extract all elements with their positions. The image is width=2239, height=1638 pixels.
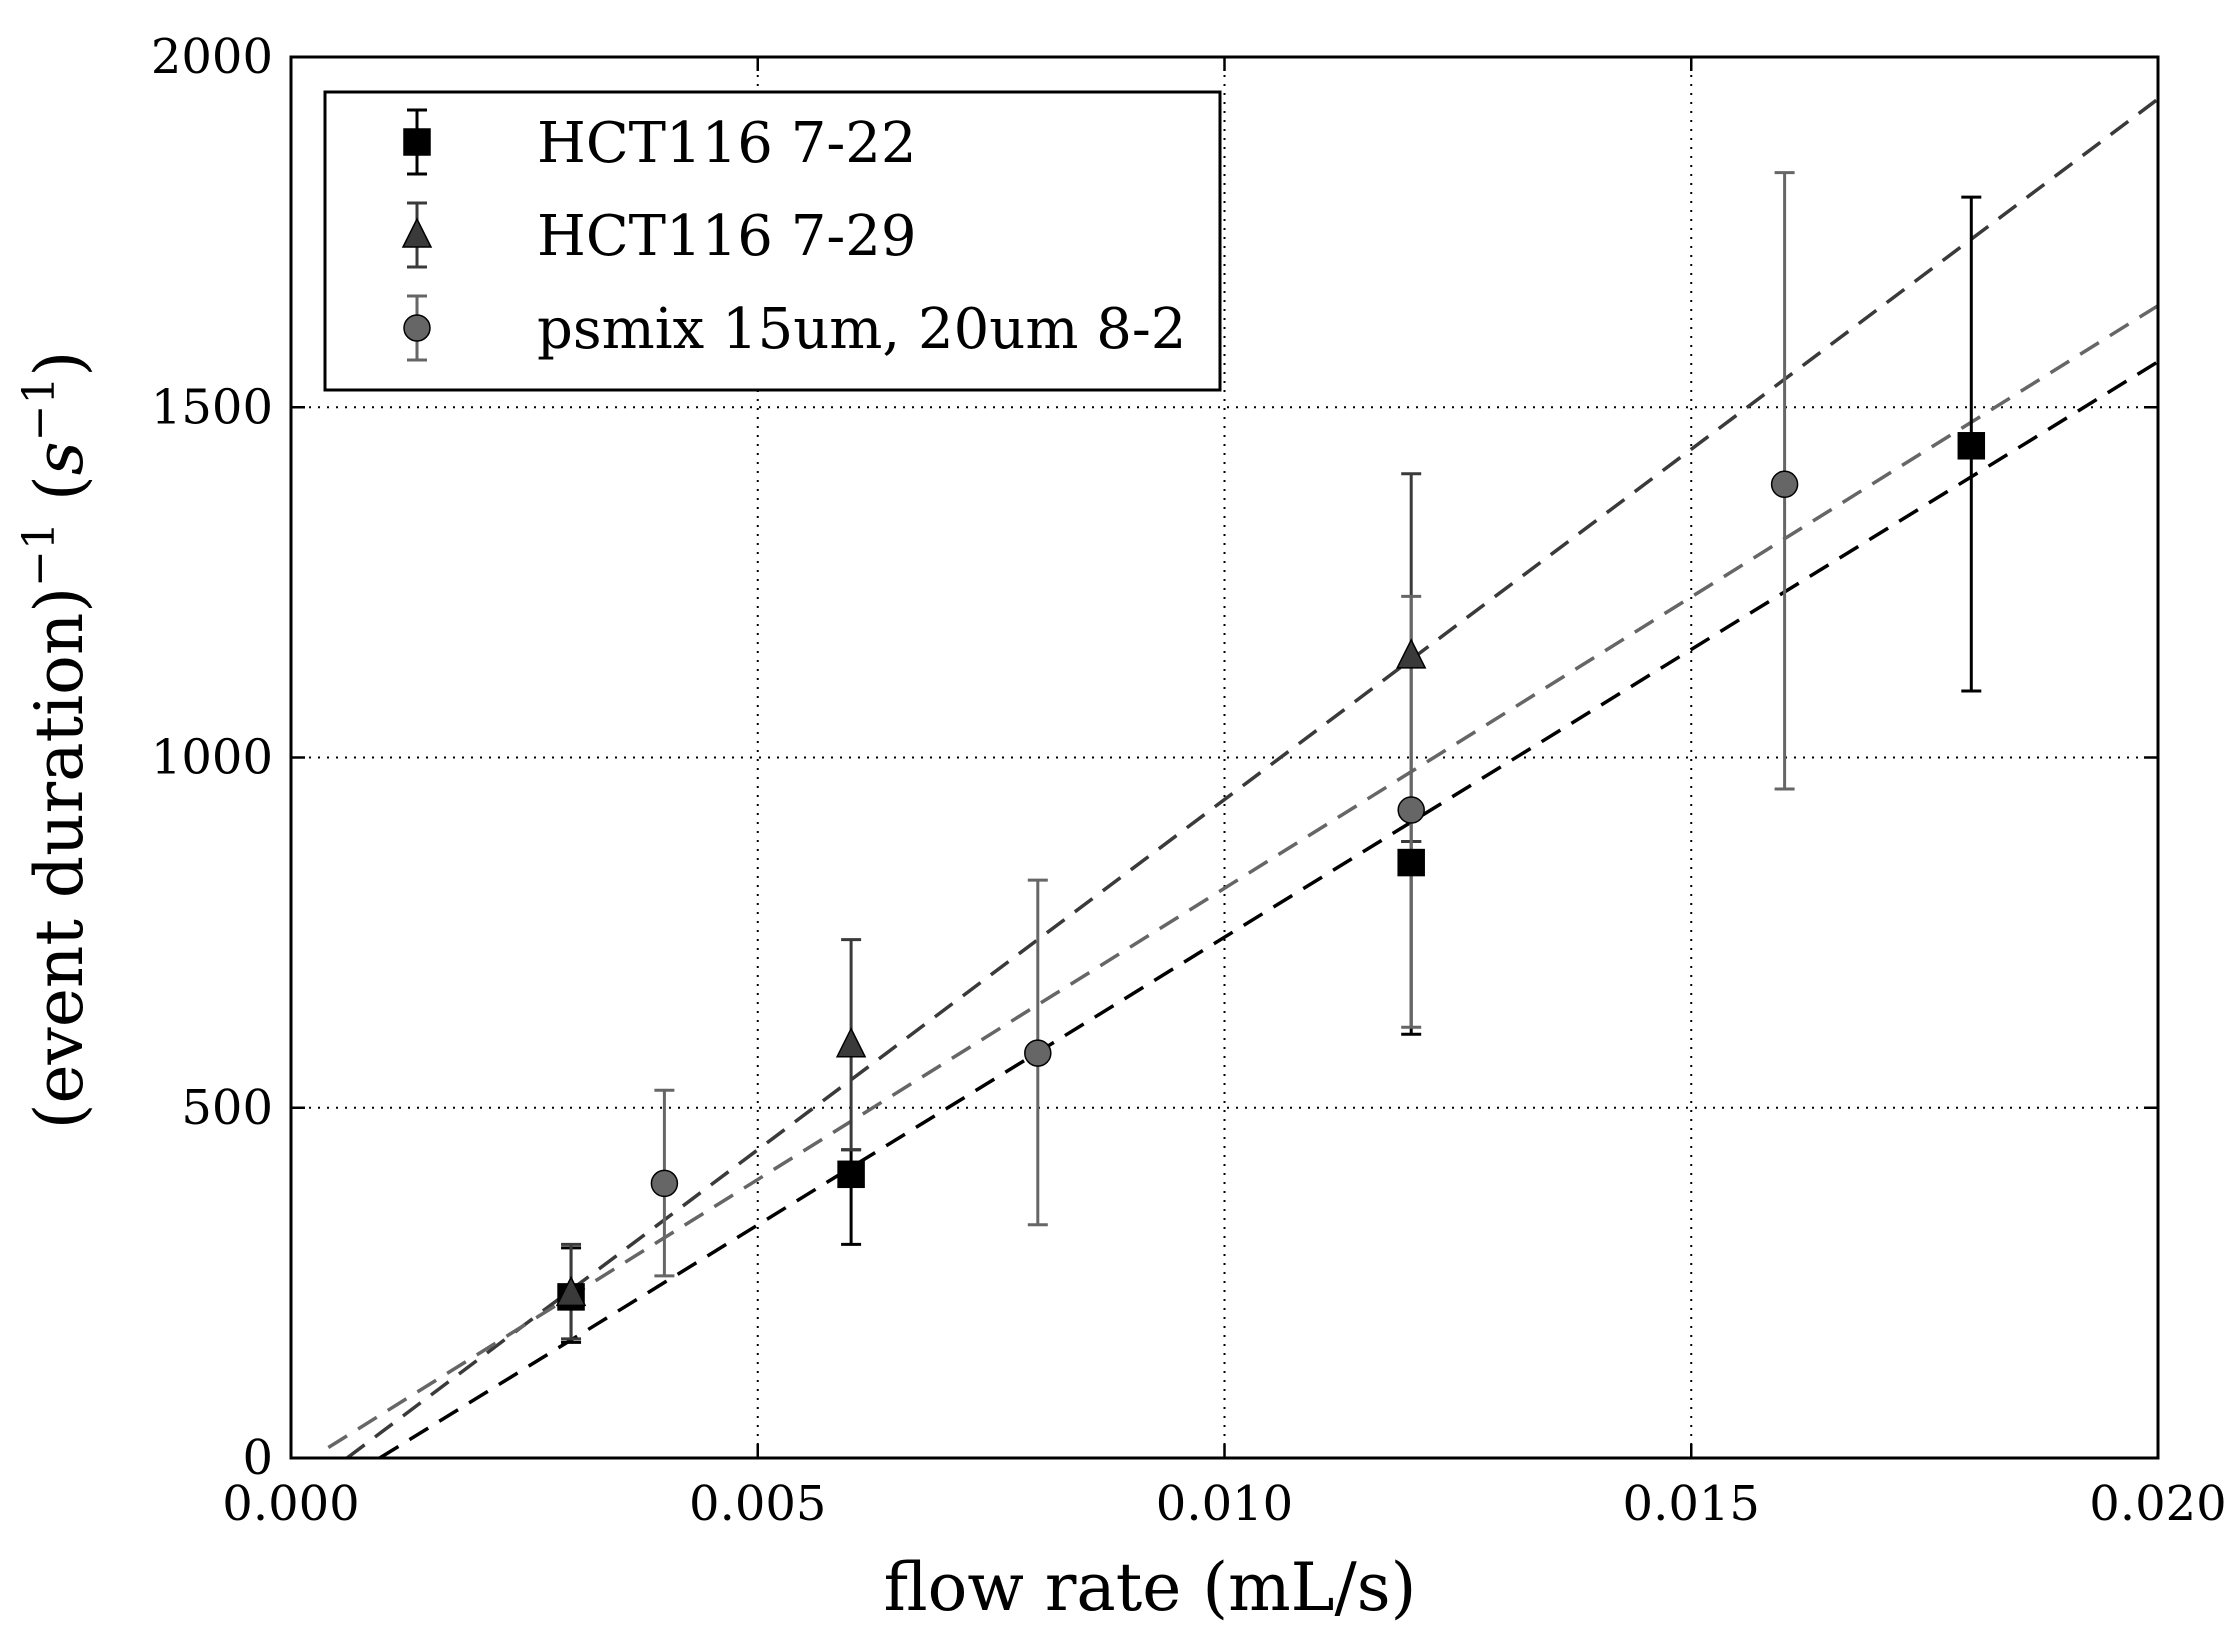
square-marker	[837, 1160, 865, 1189]
x-tick-label: 0.000	[222, 1476, 359, 1532]
y-axis-title: (event duration)−1 (s−1)	[14, 351, 98, 1130]
axis-ticks	[289, 55, 2160, 1460]
fit-lines	[327, 97, 2160, 1460]
y-tick-label: 1500	[151, 379, 273, 435]
y-tick-label: 2000	[151, 29, 273, 85]
y-tick-label: 1000	[151, 730, 273, 786]
legend-square-marker	[403, 128, 431, 156]
fit-line-series-3	[327, 304, 2159, 1449]
y-axis-unit-var: s	[21, 441, 98, 475]
circle-marker	[650, 1169, 679, 1198]
x-tick-label: 0.005	[689, 1476, 826, 1532]
triangle-marker	[835, 1027, 867, 1058]
circle-marker	[1024, 1039, 1052, 1067]
square-marker	[1397, 848, 1425, 877]
y-axis-title-group: (event duration)−1 (s−1)	[14, 351, 98, 1130]
fit-line-series-2	[345, 97, 2160, 1460]
y-tick-label: 0	[242, 1430, 273, 1486]
legend: HCT116 7-22 HCT116 7-29 psmix 15um, 20um 8…	[323, 90, 1222, 392]
legend-label: psmix 15um, 20um 8-2	[537, 297, 1186, 362]
triangle-marker	[555, 1275, 587, 1307]
tick-labels: 0.000 0.005 0.010 0.015 0.020 0 500 1000 1500 200…	[151, 29, 2227, 1532]
legend-triangle-marker	[401, 217, 433, 248]
x-tick-label: 0.020	[2089, 1476, 2226, 1532]
y-axis-title-main: (event duration)	[21, 587, 98, 1129]
legend-circle-marker	[403, 314, 431, 342]
y-axis-unit-exponent: −1	[14, 376, 65, 441]
y-tick-label: 500	[181, 1080, 273, 1136]
legend-label: HCT116 7-22	[537, 111, 917, 176]
triangle-marker	[1395, 638, 1427, 669]
y-axis-title-exponent: −1	[14, 522, 65, 587]
y-axis-unit-open: (	[21, 475, 98, 501]
legend-box	[323, 90, 1222, 392]
circle-marker	[1397, 796, 1425, 824]
y-axis-unit-close: )	[21, 351, 98, 377]
circle-marker	[1770, 470, 1799, 499]
legend-label: HCT116 7-29	[537, 204, 917, 269]
x-tick-label: 0.015	[1623, 1476, 1760, 1532]
x-tick-label: 0.010	[1156, 1476, 1293, 1532]
square-marker	[1957, 432, 1986, 460]
x-axis-title: flow rate (mL/s)	[884, 1549, 1417, 1626]
data-markers	[555, 432, 1986, 1311]
